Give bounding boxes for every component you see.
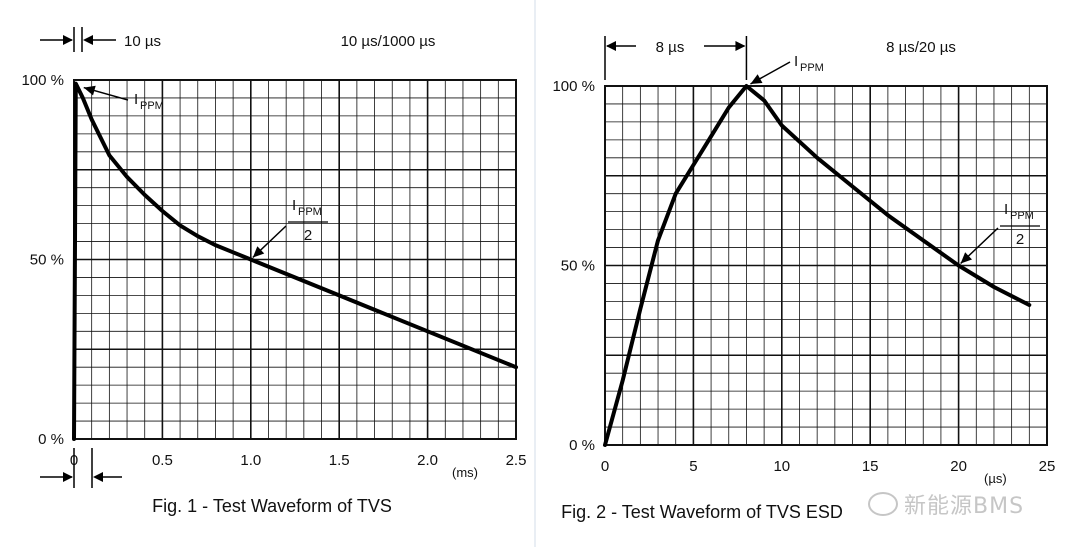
- y-tick-label: 0 %: [38, 431, 64, 448]
- x-axis-unit-label: (ms): [452, 465, 478, 480]
- x-tick-label: 2.0: [417, 452, 438, 469]
- figure-2-chart: 0 5 10 15 20 25 0 % 50 % 100 % (µs) Fig. 2 - Test …: [552, 36, 1056, 522]
- peak-current-label: I: [794, 53, 798, 70]
- x-tick-label: 1.5: [329, 452, 350, 469]
- y-tick-label: 50 %: [30, 252, 64, 269]
- y-tick-label: 100 %: [552, 78, 595, 95]
- rise-time-label: 8 µs: [656, 39, 685, 56]
- x-tick-label: 5: [689, 458, 697, 475]
- peak-current-label: I: [134, 91, 138, 108]
- bottom-arrow-right-head: [93, 472, 103, 482]
- x-tick-label: 0: [601, 458, 609, 475]
- x-tick-label: 20: [950, 458, 967, 475]
- peak-current-subscript: PPM: [800, 62, 824, 74]
- half-current-denominator: 2: [304, 227, 312, 244]
- y-tick-label: 50 %: [561, 258, 595, 275]
- half-current-label: I: [1004, 201, 1008, 218]
- watermark-text: 新能源BMS: [904, 494, 1025, 519]
- half-current-subscript: PPM: [1010, 210, 1034, 222]
- x-tick-label: 15: [862, 458, 879, 475]
- y-tick-label: 100 %: [21, 72, 64, 89]
- x-tick-label: 25: [1039, 458, 1056, 475]
- figure-1-panel: 00.51.01.52.02.50 %50 %100 %(ms)Fig. 1 -…: [0, 0, 536, 547]
- grid: [604, 85, 1048, 446]
- rise-time-label: 10 µs: [124, 33, 161, 50]
- x-axis-unit-label: (µs): [984, 471, 1007, 486]
- waveform-series-line: [72, 81, 518, 441]
- watermark: 新能源BMS: [868, 488, 1024, 520]
- half-arrow-head: [960, 252, 973, 264]
- x-tick-label: 10: [773, 458, 790, 475]
- bottom-arrow-left-head: [63, 472, 73, 482]
- figure-2-panel: 0 5 10 15 20 25 0 % 50 % 100 % (µs) Fig. 2 - Test …: [536, 0, 1080, 547]
- y-tick-label: 0 %: [569, 437, 595, 454]
- figure-title: Fig. 2 - Test Waveform of TVS ESD: [561, 502, 843, 522]
- waveform-series-line: [603, 84, 1032, 447]
- half-current-label: I: [292, 197, 296, 214]
- x-tick-label: 1.0: [240, 452, 261, 469]
- figure-title: Fig. 1 - Test Waveform of TVS: [152, 496, 392, 516]
- rise-time-arrow-left-head: [63, 35, 73, 45]
- peak-current-subscript: PPM: [140, 100, 164, 112]
- half-arrow-head: [252, 246, 265, 258]
- grid: [73, 79, 517, 440]
- half-current-subscript: PPM: [298, 206, 322, 218]
- figure-1-chart: 00.51.01.52.02.50 %50 %100 %(ms)Fig. 1 -…: [21, 27, 527, 516]
- half-current-denominator: 2: [1016, 231, 1024, 248]
- x-tick-label: 2.5: [506, 452, 527, 469]
- rise-time-arrow-right-head: [735, 41, 746, 51]
- peak-arrow-head: [83, 85, 96, 96]
- x-tick-label: 0.5: [152, 452, 173, 469]
- waveform-spec-label: 10 µs/1000 µs: [341, 33, 436, 50]
- waveform-spec-label: 8 µs/20 µs: [886, 39, 956, 56]
- peak-arrow-head: [750, 74, 763, 84]
- rise-time-arrow-right-head: [83, 35, 93, 45]
- rise-time-arrow-left-head: [606, 41, 616, 51]
- plot-frame: [604, 85, 1048, 446]
- wechat-logo-icon: [868, 492, 898, 516]
